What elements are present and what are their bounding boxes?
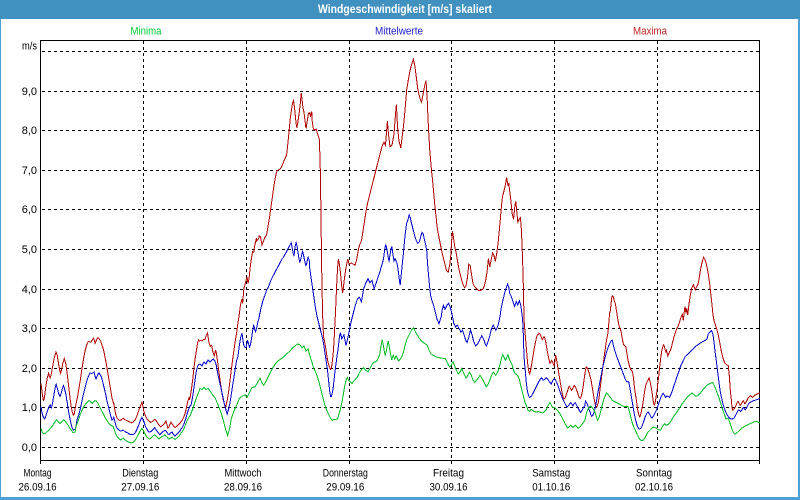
svg-text:Windgeschwindigkeit [m/s] skal: Windgeschwindigkeit [m/s] skaliert xyxy=(318,2,492,16)
svg-text:Samstag: Samstag xyxy=(532,467,570,479)
svg-text:Sonntag: Sonntag xyxy=(636,467,672,479)
svg-text:27.09.16: 27.09.16 xyxy=(121,481,159,493)
svg-text:m/s: m/s xyxy=(22,41,37,53)
svg-text:Donnerstag: Donnerstag xyxy=(323,467,368,479)
svg-text:29.09.16: 29.09.16 xyxy=(326,481,364,493)
svg-text:0,0: 0,0 xyxy=(22,442,37,454)
svg-text:Minima: Minima xyxy=(131,26,163,38)
svg-text:Montag: Montag xyxy=(24,467,52,479)
svg-text:Freitag: Freitag xyxy=(433,467,464,479)
svg-text:28.09.16: 28.09.16 xyxy=(224,481,262,493)
svg-text:6,0: 6,0 xyxy=(22,204,37,216)
svg-text:Mittelwerte: Mittelwerte xyxy=(375,26,423,38)
svg-text:7,0: 7,0 xyxy=(22,165,37,177)
svg-text:26.09.16: 26.09.16 xyxy=(19,481,57,493)
svg-text:9,0: 9,0 xyxy=(22,86,37,98)
svg-text:2,0: 2,0 xyxy=(22,363,37,375)
svg-text:Mittwoch: Mittwoch xyxy=(225,467,262,479)
svg-text:Maxima: Maxima xyxy=(633,26,668,38)
svg-text:5,0: 5,0 xyxy=(22,244,37,256)
svg-text:8,0: 8,0 xyxy=(22,125,37,137)
svg-text:Dienstag: Dienstag xyxy=(122,467,158,479)
svg-text:3,0: 3,0 xyxy=(22,323,37,335)
svg-text:1,0: 1,0 xyxy=(22,402,37,414)
svg-text:4,0: 4,0 xyxy=(22,284,37,296)
svg-text:01.10.16: 01.10.16 xyxy=(532,481,570,493)
svg-text:02.10.16: 02.10.16 xyxy=(635,481,673,493)
svg-text:30.09.16: 30.09.16 xyxy=(430,481,468,493)
